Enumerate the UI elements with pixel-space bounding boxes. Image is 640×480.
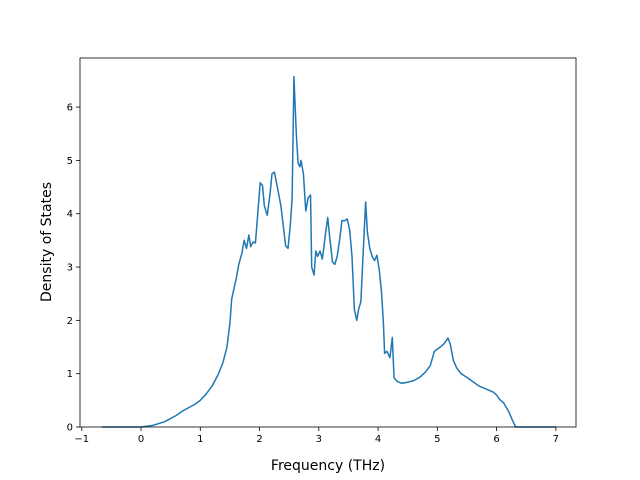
x-tick-label: 3 bbox=[316, 434, 322, 445]
data-line bbox=[101, 75, 556, 428]
x-tick-label: −1 bbox=[74, 434, 89, 445]
axes-frame bbox=[79, 57, 577, 428]
y-tick-label: 2 bbox=[67, 316, 73, 327]
x-tick-label: 1 bbox=[197, 434, 203, 445]
y-tick-label: 4 bbox=[67, 209, 73, 220]
x-tick-label: 0 bbox=[138, 434, 144, 445]
y-axis-label: Density of States bbox=[39, 182, 55, 302]
x-tick-label: 5 bbox=[434, 434, 440, 445]
y-tick-label: 3 bbox=[67, 263, 73, 274]
y-tick-label: 6 bbox=[67, 103, 73, 114]
x-tick-label: 2 bbox=[256, 434, 262, 445]
y-tick-label: 1 bbox=[67, 369, 73, 380]
x-tick-label: 4 bbox=[375, 434, 381, 445]
x-tick-label: 7 bbox=[553, 434, 559, 445]
x-axis-label: Frequency (THz) bbox=[271, 458, 385, 474]
y-tick-label: 0 bbox=[67, 423, 73, 434]
y-tick-label: 5 bbox=[67, 156, 73, 167]
x-tick-label: 6 bbox=[493, 434, 499, 445]
